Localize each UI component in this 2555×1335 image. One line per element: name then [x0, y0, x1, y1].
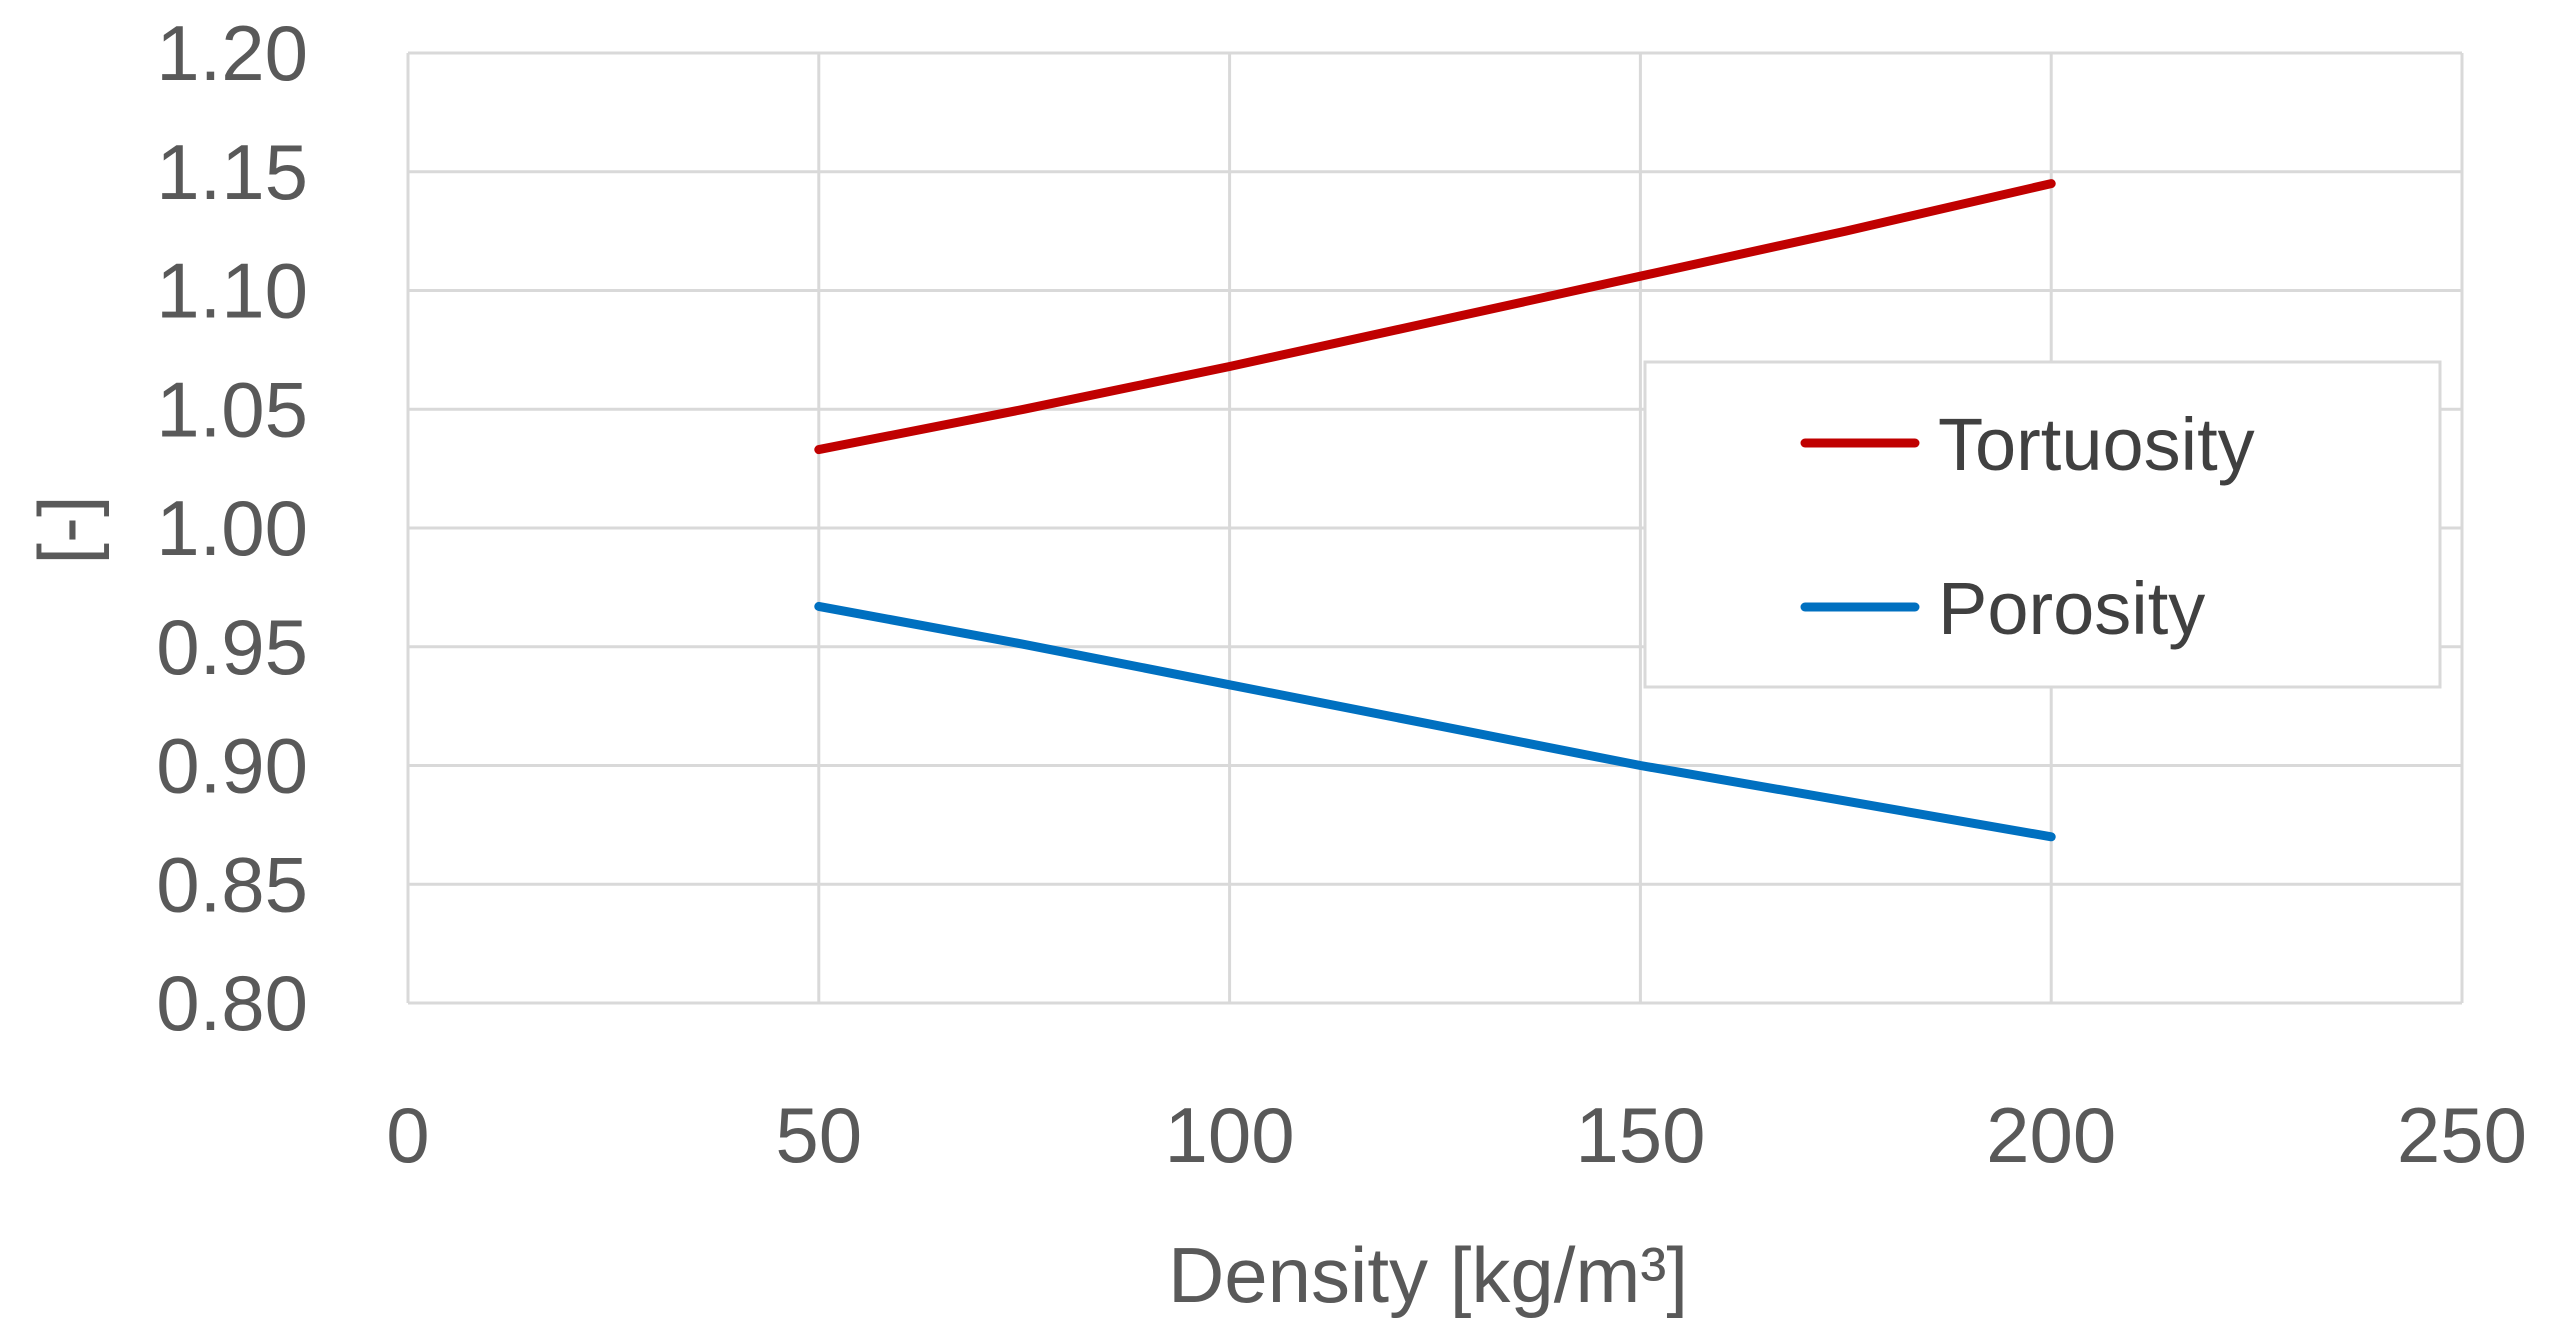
- x-tick-label: 150: [1575, 1091, 1705, 1179]
- legend-label-tortuosity: Tortuosity: [1938, 403, 2255, 486]
- x-tick-label: 100: [1165, 1091, 1295, 1179]
- y-tick-label: 0.90: [156, 722, 308, 810]
- y-axis-title: [-]: [22, 495, 110, 564]
- legend-box: [1643, 360, 2442, 689]
- y-tick-label: 0.95: [156, 603, 308, 691]
- y-tick-label: 1.05: [156, 365, 308, 453]
- tick-labels: 0.80 0.85 0.90 0.95 1.00 1.05 1.10 1.15 1.20 0 50 1…: [156, 9, 2527, 1179]
- x-axis-title: Density [kg/m³]: [1168, 1231, 1688, 1319]
- y-tick-label: 1.10: [156, 247, 308, 335]
- x-tick-label: 0: [386, 1091, 429, 1179]
- x-tick-label: 200: [1986, 1091, 2116, 1179]
- legend-label-porosity: Porosity: [1938, 567, 2205, 650]
- y-tick-label: 0.85: [156, 840, 308, 928]
- series-line-porosity: [814, 601, 2056, 842]
- series-lines: [814, 179, 2056, 842]
- y-tick-label: 0.80: [156, 959, 308, 1047]
- y-tick-label: 1.20: [156, 9, 308, 97]
- x-tick-label: 250: [2397, 1091, 2527, 1179]
- series-line-tortuosity: [814, 179, 2056, 455]
- x-tick-label: 50: [775, 1091, 862, 1179]
- y-tick-label: 1.00: [156, 484, 308, 572]
- y-tick-label: 1.15: [156, 128, 308, 216]
- legend: Tortuosity Porosity: [1643, 360, 2442, 689]
